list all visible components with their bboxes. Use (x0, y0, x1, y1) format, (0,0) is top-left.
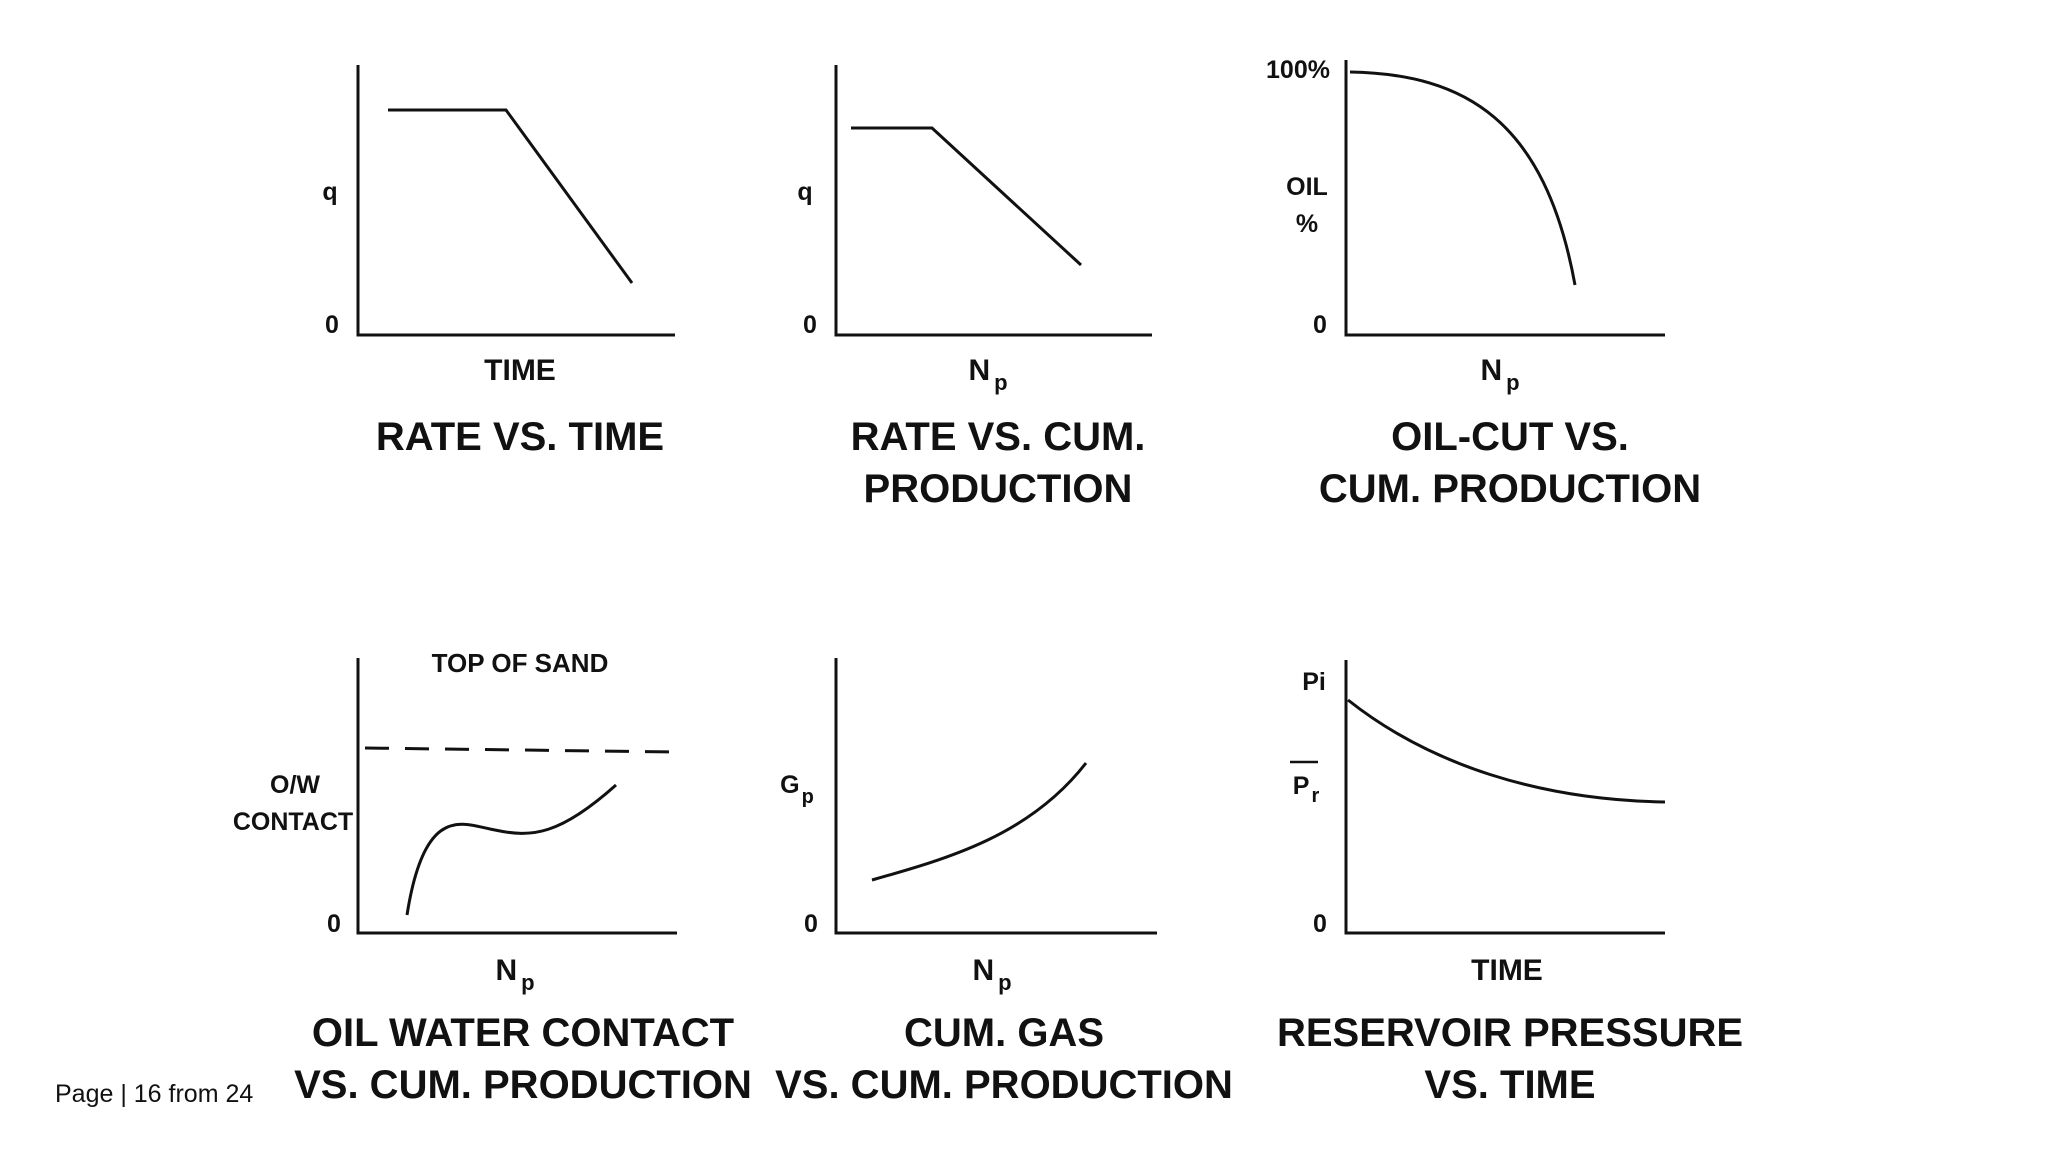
y-axis-label: q (797, 178, 812, 206)
y-axis-mid-main: P (1293, 772, 1310, 800)
panel-title-line-1: OIL WATER CONTACT (312, 1011, 734, 1055)
x-axis-main: N (495, 954, 517, 987)
y-axis-top-label: Pi (1302, 668, 1326, 696)
x-axis-subscript: p (521, 970, 534, 995)
y-axis-label: q (322, 178, 337, 206)
axes (356, 658, 677, 935)
y-axis-subscript: p (802, 786, 814, 808)
panel-title-line-1: RESERVOIR PRESSURE (1277, 1011, 1743, 1055)
axes (1344, 60, 1665, 337)
panel-title-line-2: VS. TIME (1424, 1063, 1595, 1107)
panel-title-line-2: VS. CUM. PRODUCTION (294, 1063, 752, 1107)
top-of-sand-label: TOP OF SAND (432, 648, 609, 678)
panel-rate-vs-time: q 0 TIME RATE VS. TIME (322, 65, 675, 459)
cum-gas-curve (871, 762, 1088, 882)
y-axis-zero-label: 0 (325, 311, 339, 339)
contact-curve (405, 783, 617, 916)
y-axis-top-label: 100% (1266, 56, 1330, 84)
y-axis-label-line-2: % (1296, 210, 1318, 238)
y-axis-label-line-1: OIL (1286, 173, 1328, 201)
y-axis-zero-label: 0 (327, 910, 341, 938)
axes (356, 65, 675, 337)
y-axis-main: G (780, 771, 799, 799)
x-axis-subscript: p (1506, 370, 1519, 395)
y-axis-zero-label: 0 (804, 910, 818, 938)
x-axis-main: N (968, 354, 990, 387)
y-axis-label-line-1: O/W (270, 771, 320, 799)
x-axis-subscript: p (998, 970, 1011, 995)
y-axis-zero-label: 0 (803, 311, 817, 339)
panel-title-line-1: OIL-CUT VS. (1391, 415, 1629, 459)
panel-title-line-1: CUM. GAS (904, 1011, 1104, 1055)
axes (1344, 660, 1665, 935)
x-axis-subscript: p (994, 370, 1007, 395)
rate-curve (388, 108, 634, 284)
oil-cut-curve (1349, 70, 1577, 286)
x-axis-main: N (972, 954, 994, 987)
panel-title-line-1: RATE VS. CUM. (851, 415, 1146, 459)
y-axis-zero-label: 0 (1313, 311, 1327, 339)
axes (834, 65, 1152, 337)
axes (834, 658, 1157, 935)
y-axis-zero-label: 0 (1313, 910, 1327, 938)
panel-title-line-1: RATE VS. TIME (376, 415, 664, 459)
panel-title-line-2: CUM. PRODUCTION (1319, 467, 1701, 511)
y-axis-label-line-2: CONTACT (233, 808, 353, 836)
x-axis-label: TIME (484, 354, 556, 387)
x-axis-main: N (1480, 354, 1502, 387)
panel-title-line-2: PRODUCTION (864, 467, 1133, 511)
x-axis-label: TIME (1471, 954, 1543, 987)
rate-curve (851, 126, 1083, 267)
panel-title-line-2: VS. CUM. PRODUCTION (775, 1063, 1233, 1107)
page-number-footer: Page | 16 from 24 (55, 1080, 254, 1108)
pressure-curve (1347, 698, 1666, 804)
top-of-sand-line (364, 746, 678, 754)
y-axis-mid-subscript: r (1311, 785, 1319, 807)
